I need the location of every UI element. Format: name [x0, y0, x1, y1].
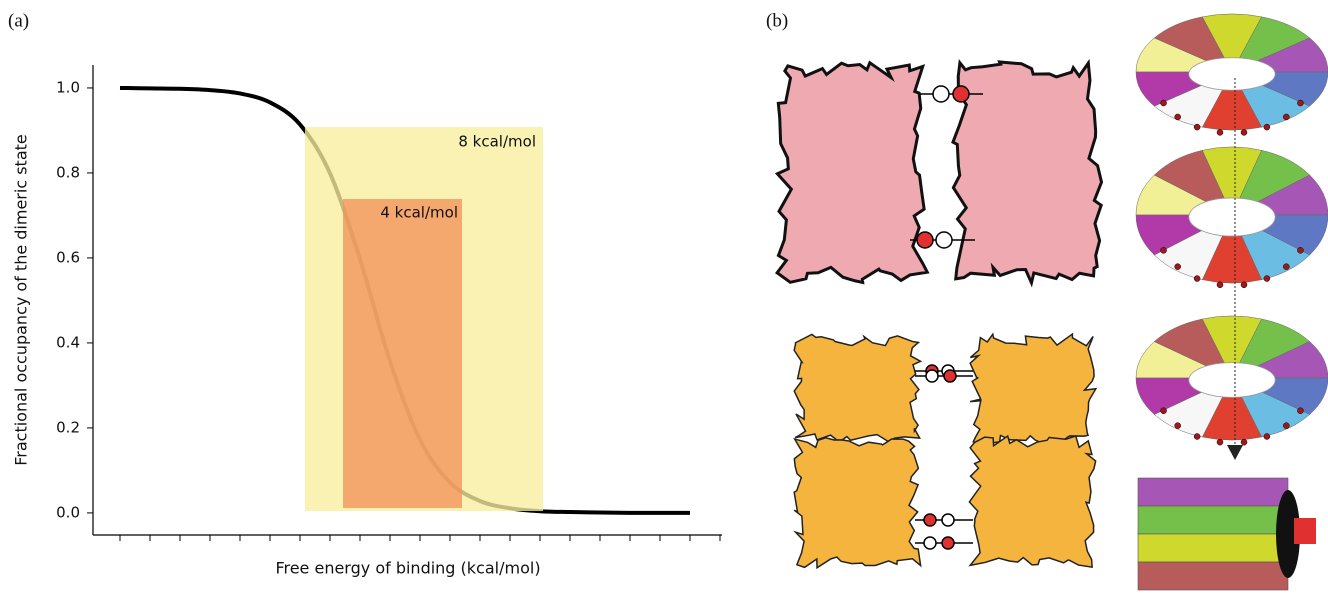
binding-site: [942, 514, 954, 526]
ring-site: [1241, 282, 1247, 288]
ring-site: [1264, 124, 1270, 130]
protein-blob: [794, 334, 920, 445]
ring-site: [1161, 100, 1167, 106]
highlight-box: [343, 199, 462, 508]
panel-label: (a): [8, 10, 29, 31]
ring-site: [1297, 408, 1303, 414]
ring-hole: [1189, 363, 1275, 398]
ring-site: [1161, 247, 1167, 253]
ring-site: [1217, 129, 1223, 135]
ring-site: [1161, 408, 1167, 414]
y-tick-label: 0.0: [56, 503, 80, 521]
annotation: 4 kcal/mol: [380, 204, 458, 222]
ring-site: [1241, 129, 1247, 135]
protein-blob: [794, 438, 920, 568]
binding-site: [936, 232, 952, 248]
ring-site: [1175, 423, 1181, 429]
binding-site: [917, 232, 933, 248]
stack-layer: [1138, 562, 1288, 590]
ring-site: [1217, 439, 1223, 445]
stack-layer: [1138, 534, 1288, 562]
y-tick-label: 1.0: [56, 78, 80, 96]
ring-site: [1264, 433, 1270, 439]
y-tick-label: 0.6: [56, 248, 80, 266]
ring-site: [1194, 433, 1200, 439]
arrow-head: [1227, 445, 1243, 460]
y-tick-label: 0.2: [56, 418, 80, 436]
stack-layer: [1138, 506, 1288, 534]
ring-site: [1241, 439, 1247, 445]
protein-blob: [969, 436, 1095, 567]
ring-site: [1283, 114, 1289, 120]
annotation: 8 kcal/mol: [458, 133, 536, 151]
figure: (a) (b) Free energy of binding (kcal/mol…: [0, 0, 1328, 603]
binding-site: [924, 514, 936, 526]
stack-end-red: [1294, 518, 1316, 544]
ring-site: [1194, 276, 1200, 282]
y-axis-title: Fractional occupancy of the dimeric stat…: [12, 134, 31, 466]
y-tick-label: 0.8: [56, 163, 80, 181]
protein-blob: [970, 334, 1096, 445]
ring-site: [1217, 282, 1223, 288]
ring-site: [1175, 114, 1181, 120]
ring-site: [1283, 264, 1289, 270]
diagram: [777, 14, 1328, 590]
protein-blob: [777, 63, 927, 283]
binding-site: [933, 86, 949, 102]
binding-site: [944, 370, 956, 382]
ring-hole: [1189, 198, 1275, 236]
x-axis-title: Free energy of binding (kcal/mol): [275, 559, 540, 578]
binding-site: [953, 86, 969, 102]
binding-site: [924, 537, 936, 549]
protein-blob: [953, 62, 1102, 283]
ring-site: [1283, 423, 1289, 429]
ring-site: [1175, 264, 1181, 270]
ring-hole: [1189, 58, 1275, 90]
y-tick-label: 0.4: [56, 333, 80, 351]
binding-site: [926, 370, 938, 382]
panel-label: (b): [766, 10, 788, 31]
ring-site: [1194, 124, 1200, 130]
ring-site: [1264, 276, 1270, 282]
binding-site: [942, 537, 954, 549]
ring-site: [1297, 247, 1303, 253]
ring-site: [1297, 100, 1303, 106]
stack-layer: [1138, 478, 1288, 506]
